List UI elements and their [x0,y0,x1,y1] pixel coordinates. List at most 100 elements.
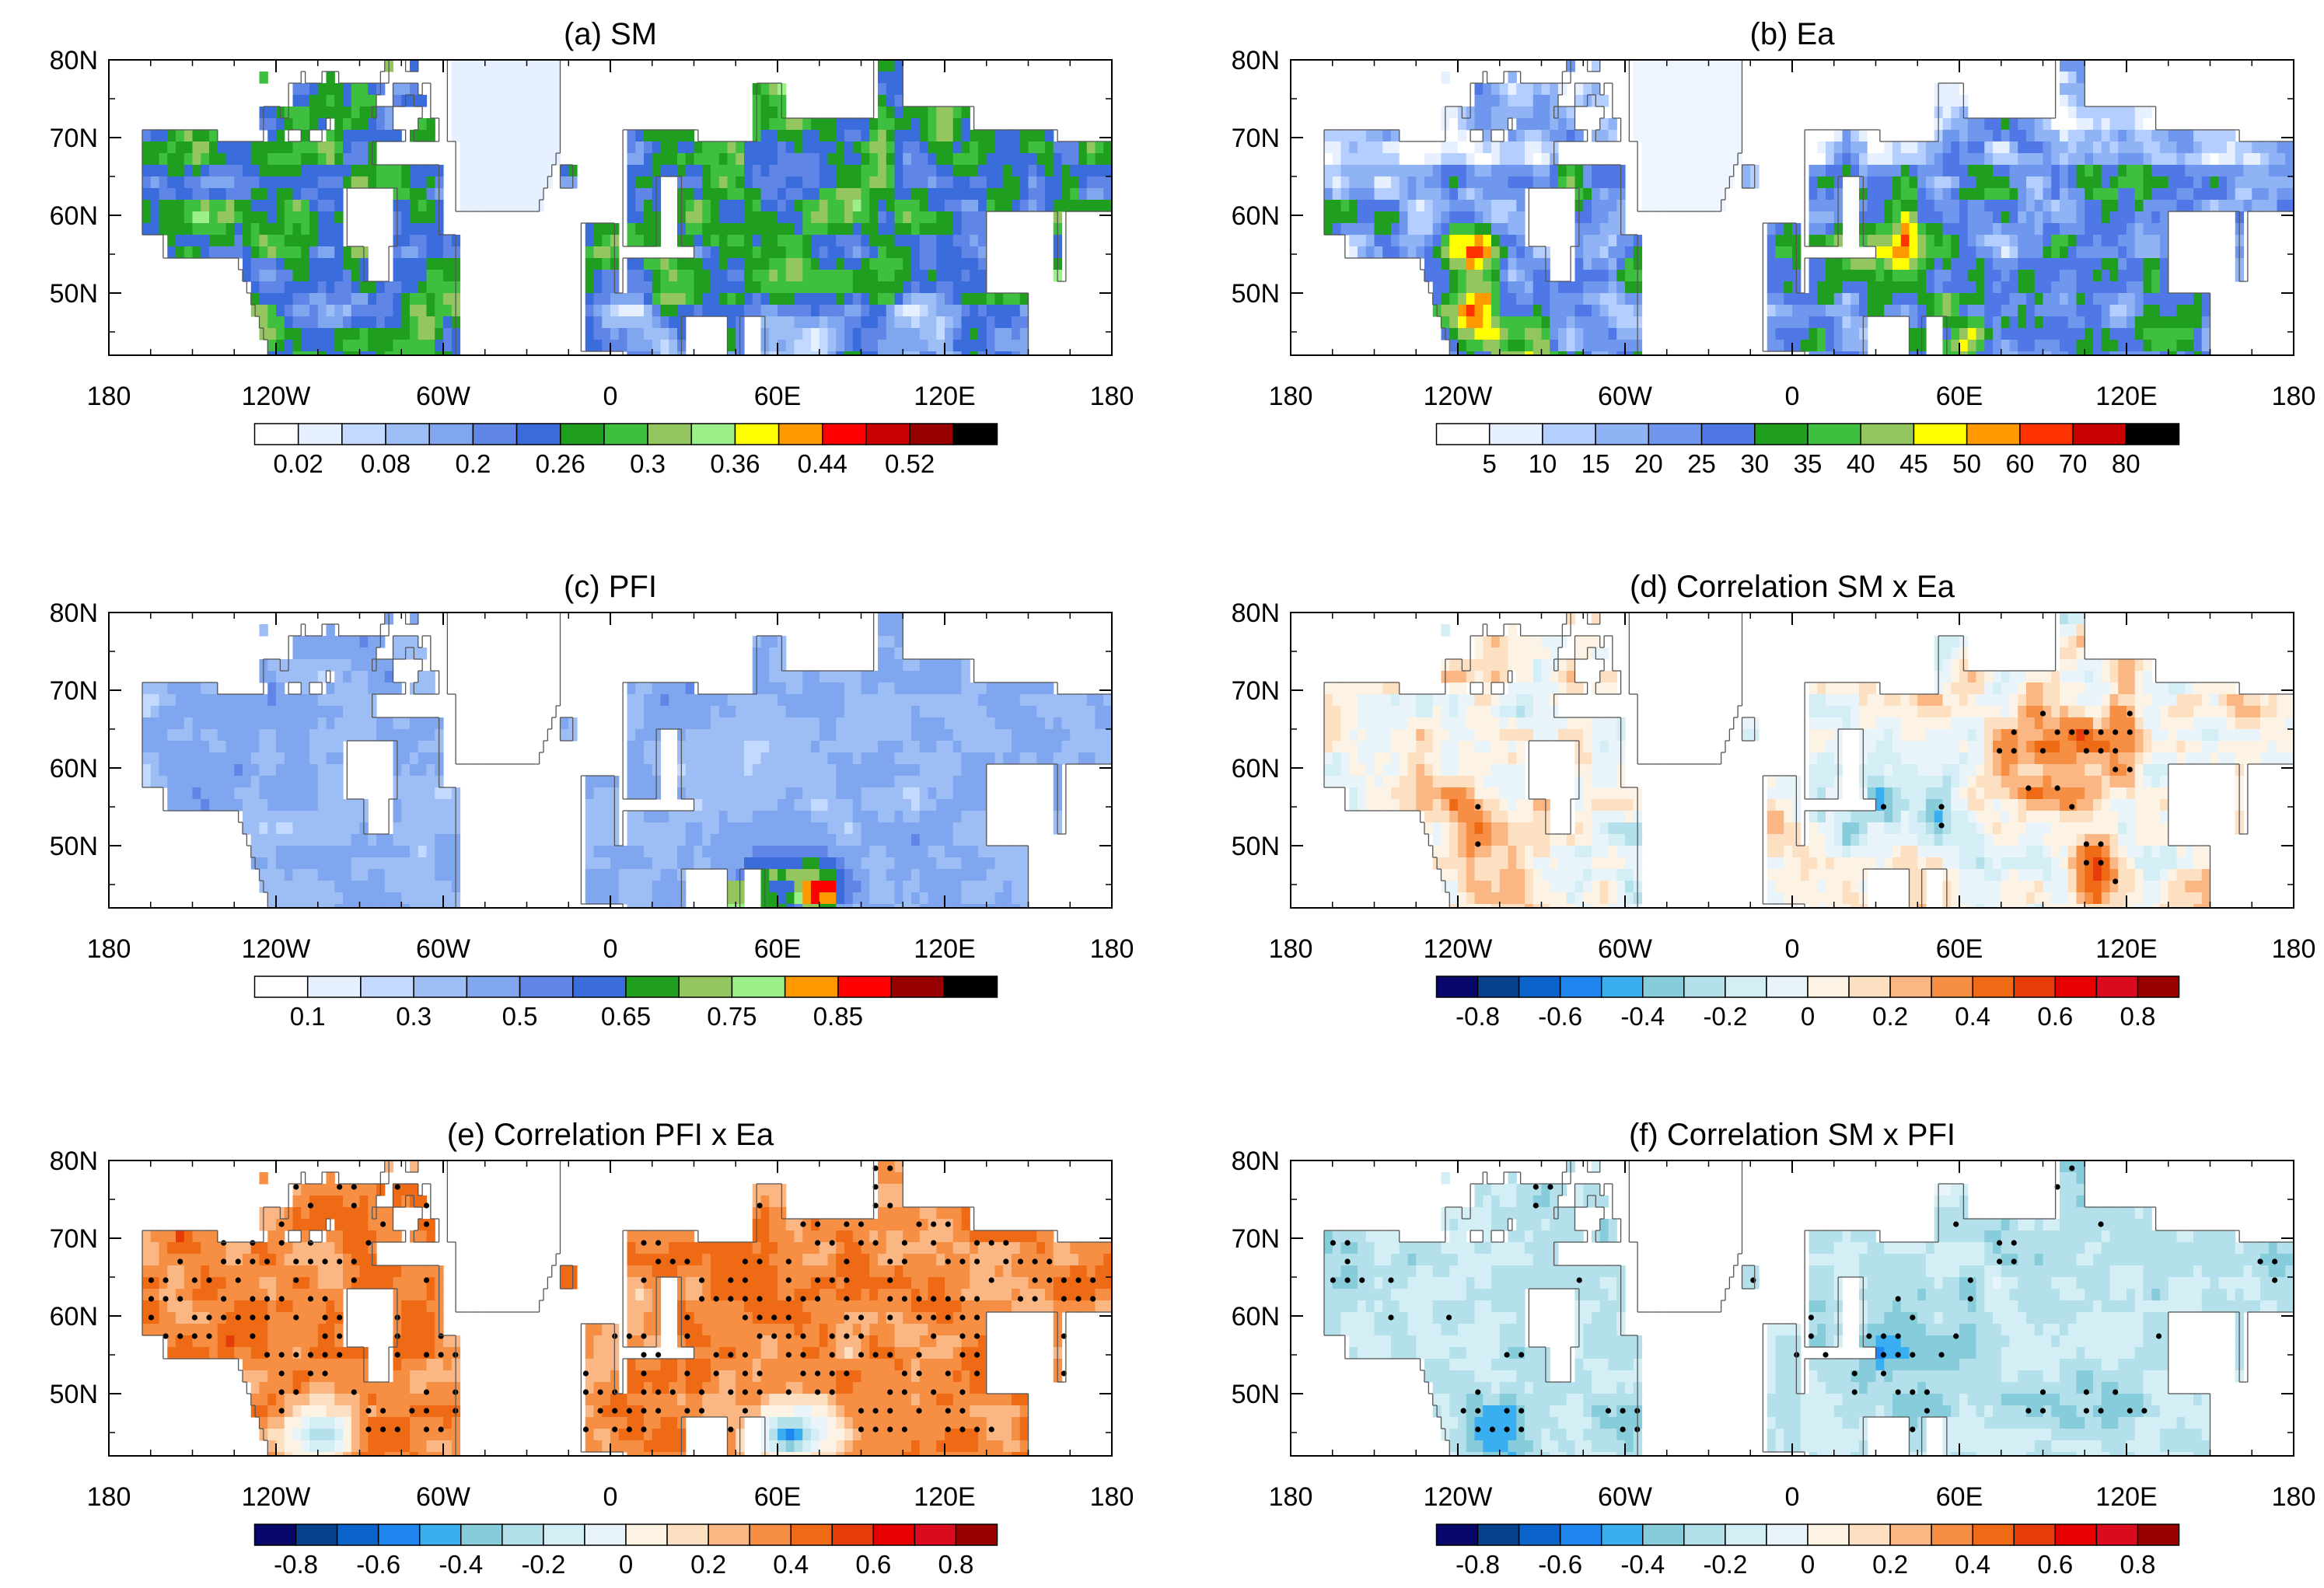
colorbar-swatch [2054,1523,2098,1546]
colorbar-swatch [501,1523,544,1546]
x-tick-label: 60W [1598,934,1652,964]
colorbar-label: 30 [1740,449,1769,478]
colorbar-swatch [1807,975,1850,998]
x-tick-label: 180 [1269,934,1313,964]
x-tick-label: 60W [1598,1482,1652,1512]
colorbar-swatch [1642,975,1685,998]
colorbar-label: 0.8 [938,1550,974,1579]
colorbar-label: 0.26 [536,449,585,478]
colorbar-label: 0.1 [290,1002,326,1031]
colorbar-swatch [865,423,910,445]
colorbar-label: 80 [2112,449,2141,478]
coastline [1323,60,2294,355]
colorbar-swatch [1889,975,1932,998]
colorbar-label: -0.4 [1620,1002,1665,1031]
map-field [1291,60,2294,355]
colorbar-label: 0.5 [502,1002,538,1031]
colorbar-swatch [1683,975,1726,998]
colorbar-swatch [1542,423,1596,445]
x-tick-label: 60E [754,382,802,411]
panel-title: (d) Correlation SM x Ea [1630,570,1955,604]
colorbar-swatch [428,423,474,445]
x-tick-label: 120E [2095,934,2157,964]
colorbar-swatch [253,423,299,445]
colorbar-swatch [625,1523,668,1546]
x-tick-label: 120W [242,1482,311,1512]
colorbar-label: 50 [1952,449,1981,478]
y-tick-label: 60N [50,201,98,231]
colorbar-label: 5 [1483,449,1497,478]
colorbar-swatch [2095,975,2139,998]
colorbar-label: 0.8 [2120,1550,2156,1579]
x-tick-label: 0 [1785,1482,1800,1512]
colorbar-label: 40 [1847,449,1875,478]
colorbar-label: 0.52 [885,449,935,478]
y-tick-label: 60N [50,1302,98,1331]
y-tick-label: 50N [1232,1380,1280,1409]
x-tick-label: 0 [603,934,618,964]
colorbar-swatch [1754,423,1809,445]
colorbar-swatch [625,975,680,998]
colorbar-swatch [515,423,561,445]
colorbar-label: -0.8 [1456,1002,1500,1031]
y-tick-label: 60N [1232,754,1280,784]
colorbar-label: 45 [1899,449,1928,478]
colorbar-swatch [708,1523,750,1546]
colorbar-label: 15 [1581,449,1610,478]
colorbar-swatch [1477,1523,1520,1546]
colorbar-swatch [584,1523,627,1546]
colorbar-label: 70 [2059,449,2088,478]
coastline [142,60,1112,355]
colorbar-swatch [837,975,892,998]
x-tick-label: 180 [1090,382,1134,411]
x-tick-label: 180 [1269,1482,1313,1512]
colorbar-swatch [1966,423,2021,445]
colorbar-swatch [1435,423,1491,445]
colorbar-label: 0.2 [1872,1002,1908,1031]
map-field [109,1160,1112,1456]
colorbar-swatch [1913,423,1968,445]
colorbar-swatch [2013,1523,2057,1546]
y-tick-label: 50N [1232,279,1280,309]
y-tick-label: 50N [50,832,98,861]
x-tick-label: 120E [2095,382,2157,411]
y-tick-label: 60N [50,754,98,784]
x-tick-label: 120E [914,382,975,411]
colorbar-swatch [1848,1523,1891,1546]
colorbar-swatch [253,975,309,998]
y-tick-label: 50N [1232,832,1280,861]
colorbar-swatch [943,975,998,998]
colorbar-swatch [1595,423,1650,445]
colorbar-label: 25 [1687,449,1716,478]
y-tick-label: 80N [1232,1147,1280,1176]
colorbar-swatch [1931,975,1973,998]
x-tick-label: 120W [1424,1482,1493,1512]
x-tick-label: 120E [914,934,975,964]
colorbar-label: -0.8 [1456,1550,1500,1579]
colorbar-swatch [1972,975,2015,998]
colorbar-swatch [341,423,386,445]
y-tick-label: 70N [50,124,98,153]
x-tick-label: 120W [1424,934,1493,964]
x-tick-label: 180 [2272,934,2316,964]
colorbar-swatch [253,1523,297,1546]
x-tick-label: 60E [1936,934,1983,964]
colorbar-label: 0.4 [773,1550,809,1579]
colorbar-label: 0.3 [396,1002,432,1031]
colorbar-swatch [466,975,521,998]
colorbar-swatch [377,1523,421,1546]
x-tick-label: 60W [1598,382,1652,411]
colorbar-swatch [1766,1523,1809,1546]
panel-b: (b) Ea 180 120W 60W 0 60E 120E 180 80N 70N 60N 50N 5… [1232,17,2316,478]
coastline [142,613,1112,908]
colorbar-swatch [1600,975,1644,998]
panel-f: (f) Correlation SM x PFI 180 120W 60W 0 60E 12… [1232,1118,2316,1579]
coastline [142,1160,1112,1456]
map-field [1291,613,2294,908]
colorbar-swatch [306,975,362,998]
colorbar-swatch [872,1523,916,1546]
colorbar-swatch [784,975,839,998]
x-tick-label: 180 [87,934,131,964]
colorbar-label: 0.02 [274,449,323,478]
x-tick-label: 180 [2272,1482,2316,1512]
